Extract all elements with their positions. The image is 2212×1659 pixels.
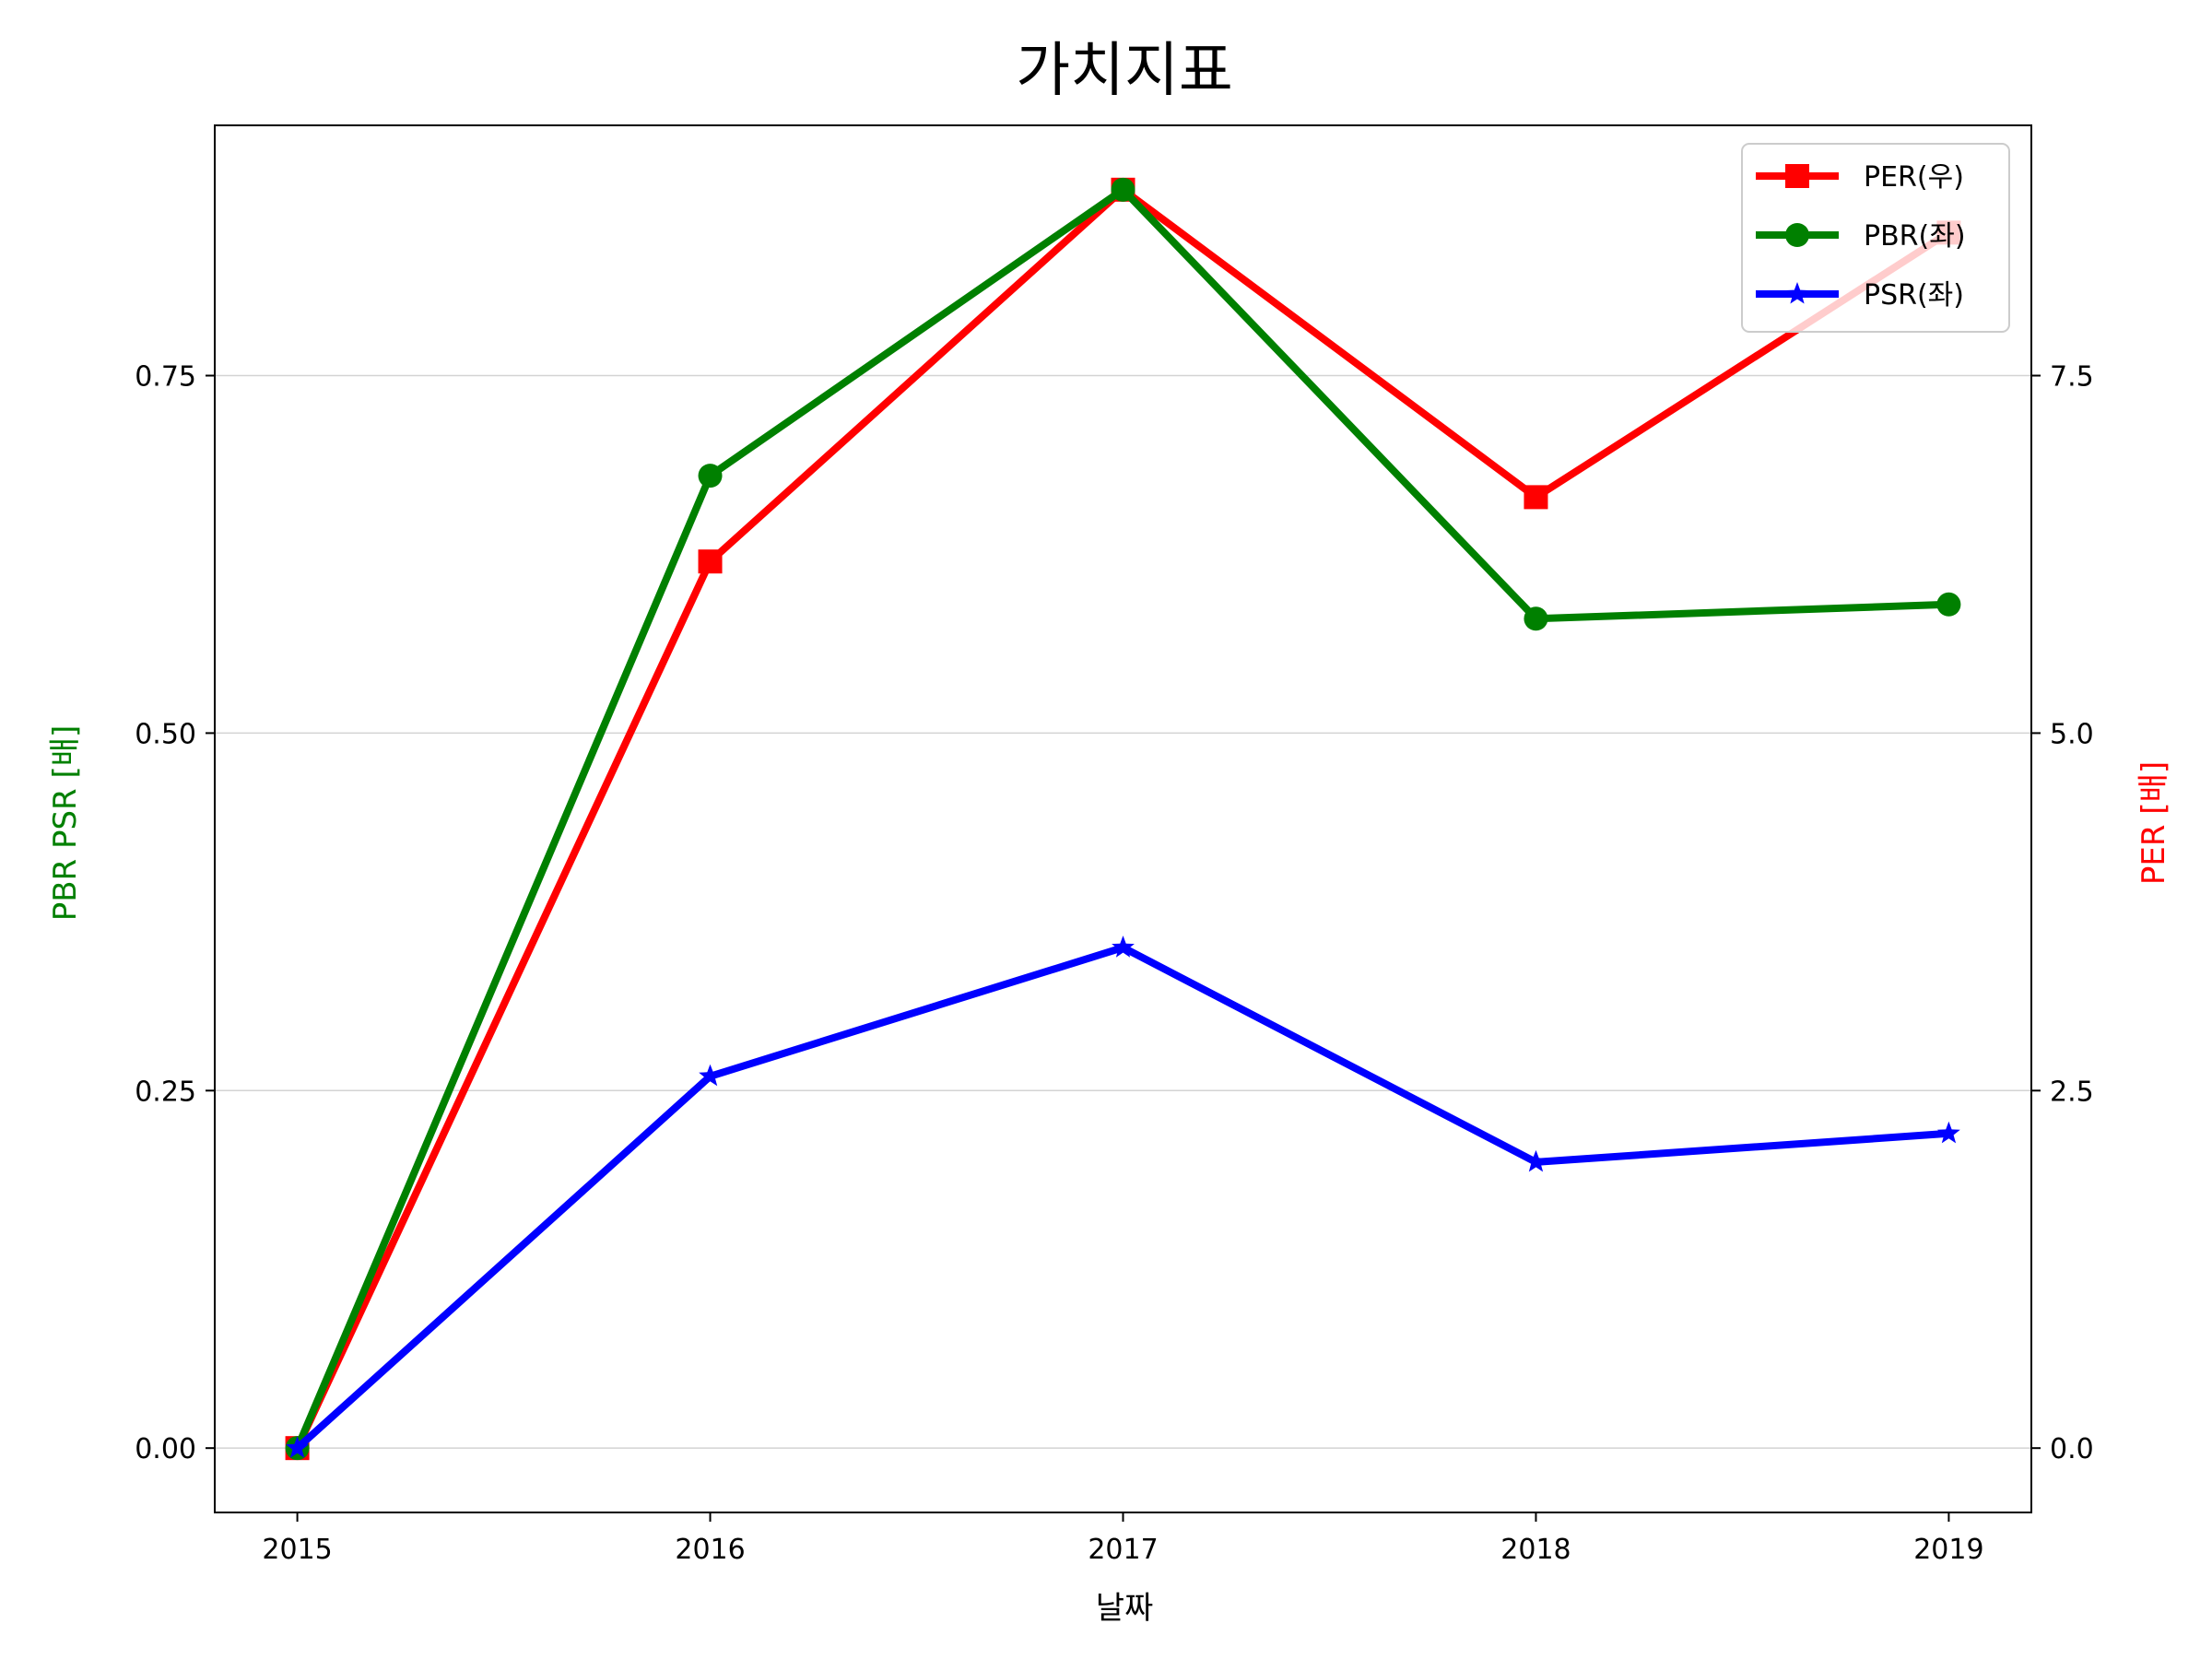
left-y-tick-label: 0.50 [135,718,196,750]
right-y-tick-label: 7.5 [2050,361,2094,394]
data-point-star [699,1064,722,1087]
legend-entry-pbr: PBR(좌) [1756,220,1966,253]
data-point-circle [1111,177,1135,202]
left-y-tick-label: 0.00 [135,1433,196,1465]
data-point-circle [1524,606,1548,631]
left-y-tick-label: 0.25 [135,1076,196,1108]
x-tick-label: 2018 [1500,1534,1571,1566]
x-tick-label: 2016 [675,1534,745,1566]
legend-entry-psr: PSR(좌) [1756,279,1964,312]
right-y-axis-label: PER [배] [2136,761,2172,885]
legend-label-per: PER(우) [1864,161,1964,194]
left-y-tick-label: 0.75 [135,361,196,394]
data-point-star [1937,1121,1960,1144]
data-point-square [698,549,723,574]
data-point-circle [698,464,723,488]
x-tick-label: 2015 [262,1534,332,1566]
axes-layer: 2015 2016 2017 2018 2019 0.00 0.25 0.50 0.75 0.0 2… [135,124,2094,1566]
data-point-star [286,1436,309,1458]
chart-title: 가치지표 [1016,37,1233,105]
left-y-axis-label: PBR PSR [배] [47,725,84,922]
right-y-tick-label: 0.0 [2050,1433,2094,1465]
legend-marker-pbr [1785,223,1809,247]
legend: PER(우) PBR(좌) PSR(좌) [1741,143,2010,333]
data-point-star [1112,935,1135,958]
data-point-circle [1936,592,1961,617]
legend-label-pbr: PBR(좌) [1864,220,1966,253]
x-axis-label: 날짜 [1096,1590,1154,1627]
x-tick-label: 2019 [1913,1534,1983,1566]
grid-lines [215,374,2031,1449]
legend-frame [1741,143,2010,333]
x-tick-label: 2017 [1088,1534,1158,1566]
legend-marker-psr [1785,282,1809,304]
legend-marker-per [1785,164,1809,188]
legend-entry-per: PER(우) [1756,161,1964,194]
data-point-square [1524,485,1548,510]
right-y-tick-label: 2.5 [2050,1076,2094,1108]
right-y-tick-label: 5.0 [2050,718,2094,750]
legend-label-psr: PSR(좌) [1864,279,1964,312]
data-point-star [1524,1149,1547,1172]
